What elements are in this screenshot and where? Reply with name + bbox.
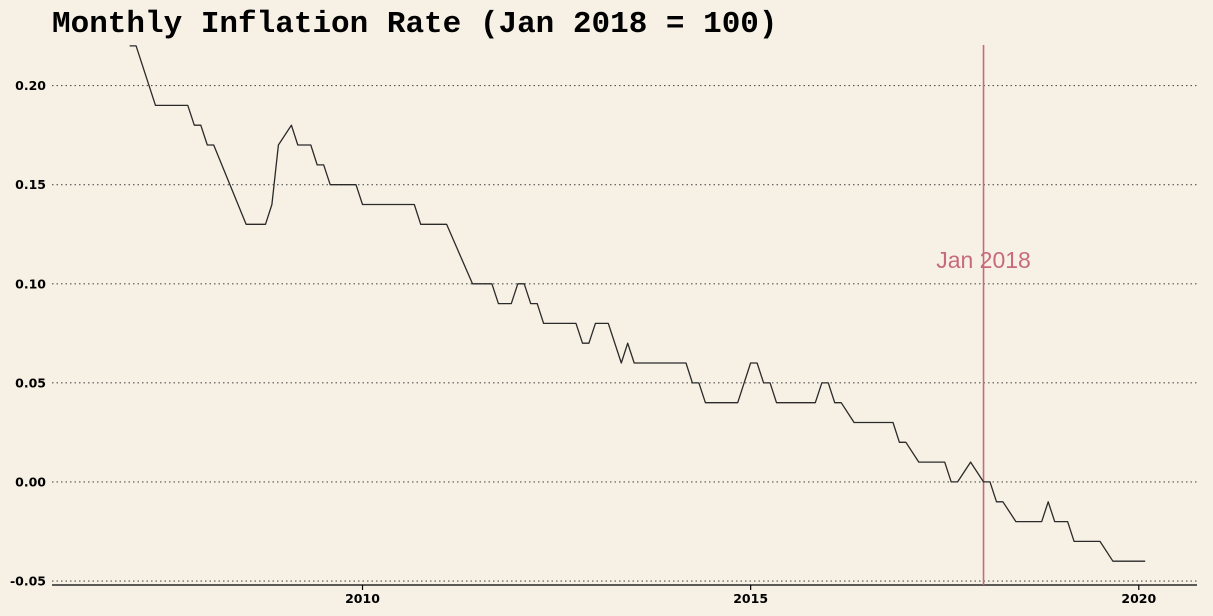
data-point [892,422,893,423]
data-point [414,204,415,205]
data-point [265,224,266,225]
x-tick-label: 2015 [733,591,768,606]
data-point [996,501,997,502]
data-point [1099,541,1100,542]
data-point [582,343,583,344]
data-point [330,184,331,185]
data-point [828,382,829,383]
data-point [530,303,531,304]
y-tick-label: 0.20 [15,78,46,93]
data-point [517,283,518,284]
data-point [1054,521,1055,522]
data-point [491,283,492,284]
data-point [511,303,512,304]
data-point [983,481,984,482]
x-tick-label: 2010 [345,591,380,606]
y-tick-label: 0.00 [15,474,46,489]
series-layer [129,45,1146,562]
y-tick-label: -0.05 [10,574,46,589]
y-tick-label: 0.15 [15,177,46,192]
data-point [129,45,130,46]
data-point [1041,521,1042,522]
data-point [323,164,324,165]
y-tick-label: 0.05 [15,375,46,390]
data-point [278,144,279,145]
data-point [776,402,777,403]
annotation-label: Jan 2018 [936,247,1031,273]
data-point [271,204,272,205]
data-point [970,462,971,463]
data-point [187,105,188,106]
data-point [362,204,363,205]
gridlines [52,85,1197,582]
data-point [446,224,447,225]
data-point [310,144,311,145]
data-point [1073,541,1074,542]
data-point [537,303,538,304]
data-point [621,362,622,363]
data-point [543,323,544,324]
data-point [821,382,822,383]
data-point [815,402,816,403]
data-point [1048,501,1049,502]
data-point [854,422,855,423]
data-point [834,402,835,403]
data-point [905,442,906,443]
data-point [297,144,298,145]
data-point [1112,561,1113,562]
data-point [957,481,958,482]
data-point [1002,501,1003,502]
annotations: Jan 2018 [936,45,1031,585]
data-point [692,382,693,383]
chart-title: Monthly Inflation Rate (Jan 2018 = 100) [52,7,778,42]
data-point [1015,521,1016,522]
data-point [698,382,699,383]
data-point [944,462,945,463]
data-point [213,144,214,145]
data-point [769,382,770,383]
data-point [420,224,421,225]
data-point [634,362,635,363]
data-point [750,362,751,363]
data-point [763,382,764,383]
data-point [685,362,686,363]
data-point [737,402,738,403]
data-point [1145,561,1146,562]
data-point [608,323,609,324]
data-point [200,125,201,126]
data-point [918,462,919,463]
data-point [595,323,596,324]
data-point [627,343,628,344]
data-point [155,105,156,106]
data-point [207,144,208,145]
data-point [575,323,576,324]
data-point [757,362,758,363]
data-point [989,481,990,482]
data-point [291,125,292,126]
data-point [498,303,499,304]
series-line [129,45,1146,562]
data-point [951,481,952,482]
data-point [588,343,589,344]
data-point [841,402,842,403]
axes: 0.20 0.15 0.10 0.05 0.00 -0.05 2010 2015 2020 [10,78,1197,606]
data-point [245,224,246,225]
data-point [194,125,195,126]
data-point [705,402,706,403]
data-point [317,164,318,165]
data-point [135,45,136,46]
y-tick-label: 0.10 [15,276,46,291]
data-point [355,184,356,185]
x-tick-label: 2020 [1121,591,1156,606]
data-point [472,283,473,284]
data-point [899,442,900,443]
data-point [1067,521,1068,522]
data-point [524,283,525,284]
